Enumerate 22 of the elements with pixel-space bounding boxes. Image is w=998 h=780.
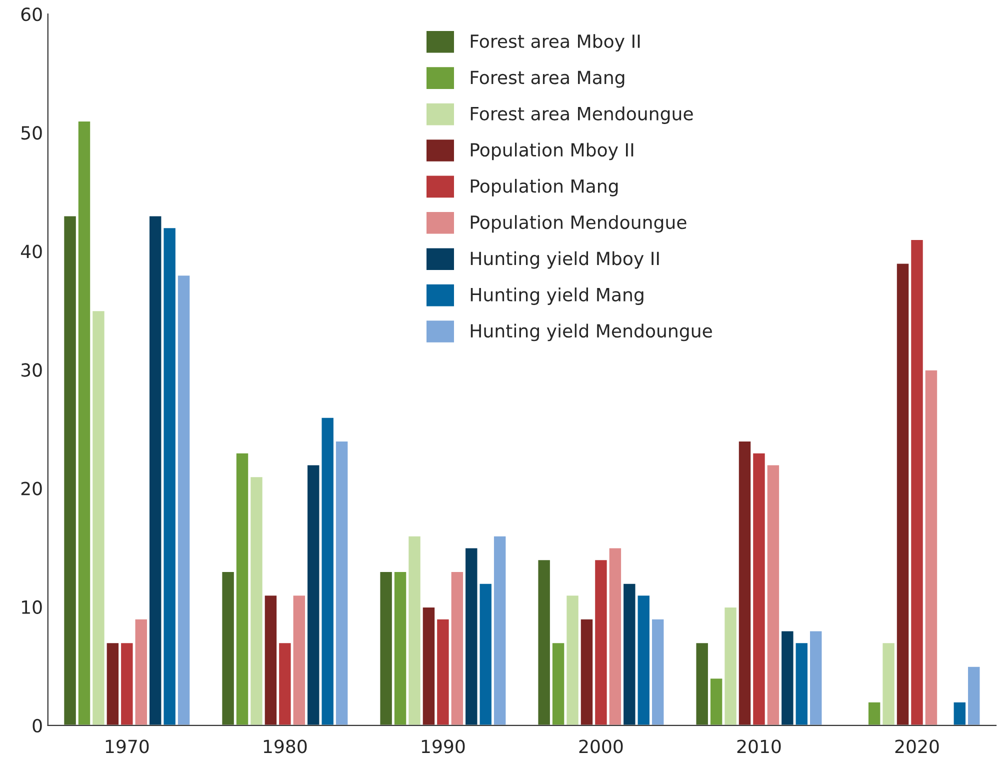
legend-label: Population Mang [470,178,618,196]
y-tick-label: 30 [21,363,42,377]
legend-label: Population Mboy II [470,142,634,160]
x-tick-label: 2000 [579,740,623,754]
legend-label: Hunting yield Mendoungue [470,324,712,342]
y-tick-label: 20 [21,482,42,496]
legend-label: Hunting yield Mang [470,287,644,305]
legend-label: Population Mendoungue [470,215,686,233]
legend-label: Forest area Mang [470,70,624,88]
legend-label: Forest area Mendoungue [470,106,693,124]
y-tick-label: 0 [32,718,42,733]
x-tick-label: 1980 [264,740,307,754]
x-tick-label: 2010 [737,740,781,754]
x-tick-label: 1990 [422,740,465,754]
y-tick-label: 50 [21,126,42,140]
y-tick-label: 40 [20,244,42,258]
x-tick-label: 2020 [895,740,939,754]
y-tick-label: 10 [22,600,42,614]
legend-label: Hunting yield Mboy II [470,251,659,269]
y-tick-label: 60 [21,8,42,22]
legend-label: Forest area Mboy II [470,34,640,52]
x-tick-label: 1970 [106,740,149,754]
